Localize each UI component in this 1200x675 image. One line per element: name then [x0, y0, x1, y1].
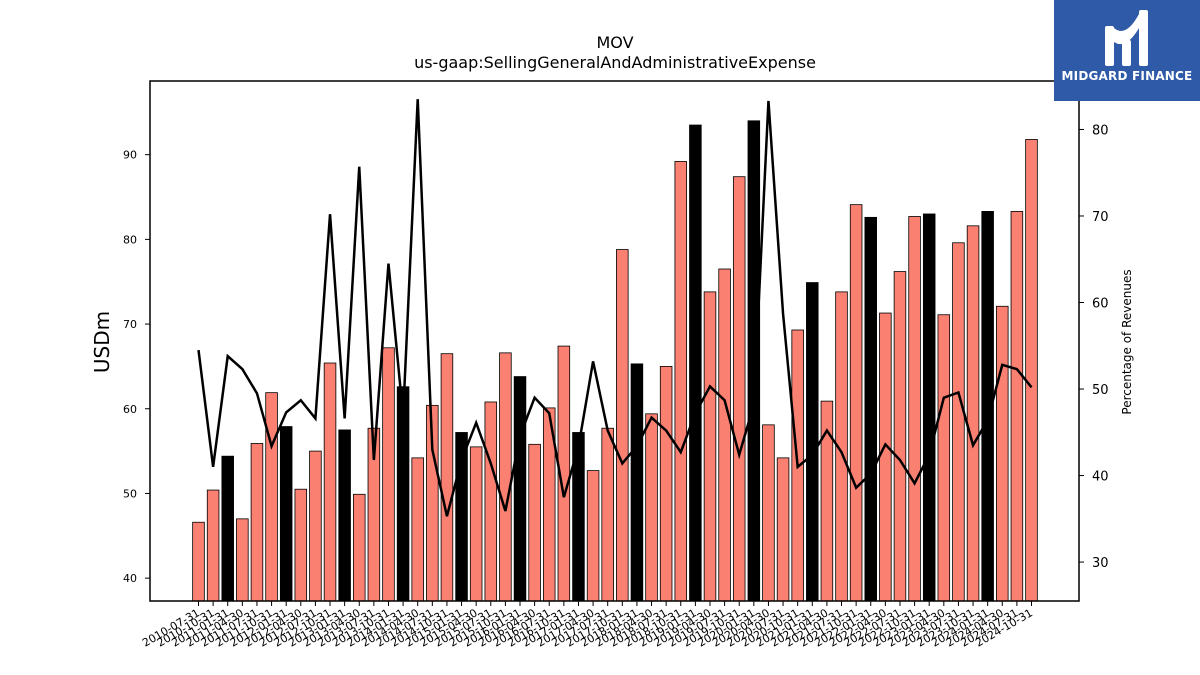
bar	[922, 213, 936, 602]
bar	[806, 282, 819, 602]
y-right-tick-label: 70	[1092, 210, 1109, 225]
bar	[616, 249, 629, 602]
x-axis: 2010-07-312010-10-312011-01-312011-04-30…	[140, 601, 1035, 650]
y-right-tick-label: 40	[1092, 470, 1109, 485]
y-tick-label: 50	[123, 487, 137, 500]
bar	[996, 305, 1009, 602]
bar	[528, 443, 541, 602]
bar	[265, 392, 278, 602]
y-right-tick-label: 50	[1092, 383, 1109, 398]
bar	[206, 489, 220, 602]
bar	[382, 347, 395, 602]
bar	[192, 521, 205, 602]
bar	[893, 271, 907, 602]
bar	[747, 120, 761, 602]
bar	[776, 457, 790, 602]
bar	[338, 429, 351, 602]
bar	[864, 216, 877, 602]
midgard-finance-logo: MIDGARD FINANCE	[1054, 0, 1200, 101]
plot-frame	[149, 80, 1080, 602]
y-axis-right: 30 40 50 60 70 80	[1079, 123, 1109, 571]
y-axis-left: 40 50 60 70 80 90	[123, 149, 150, 585]
bar	[221, 455, 234, 602]
bar	[718, 268, 731, 602]
y-tick-label: 60	[123, 403, 137, 416]
bar	[1025, 139, 1038, 602]
bar-series	[192, 120, 1038, 602]
bar	[937, 314, 951, 602]
chart-subtitle: us-gaap:SellingGeneralAndAdministrativeE…	[414, 53, 816, 72]
bar	[586, 470, 600, 602]
bar	[513, 376, 527, 602]
bar	[323, 362, 337, 602]
bar	[396, 386, 410, 602]
percentage-line	[197, 99, 1033, 517]
bar	[1010, 211, 1024, 602]
bar	[849, 204, 863, 602]
bar	[469, 446, 483, 602]
logo-text: MIDGARD FINANCE	[1061, 69, 1193, 83]
bar	[440, 353, 454, 602]
logo-mark-icon	[1105, 10, 1148, 66]
chart-title: MOV	[596, 33, 633, 52]
bar	[966, 225, 980, 602]
bar	[645, 413, 658, 602]
bar	[659, 366, 673, 602]
bar	[411, 457, 424, 602]
bar	[762, 424, 775, 602]
bar	[952, 242, 965, 602]
y-right-tick-label: 30	[1092, 556, 1109, 571]
y-right-tick-label: 60	[1092, 296, 1109, 311]
bar	[250, 443, 264, 602]
bar	[689, 124, 702, 602]
bar	[908, 216, 921, 602]
bar	[279, 426, 293, 602]
y-axis-label: USDm	[90, 311, 114, 373]
bar	[294, 488, 308, 602]
bar	[499, 352, 512, 602]
bar	[236, 518, 249, 602]
bar	[484, 401, 498, 602]
y-axis-label-right: Percentage of Revenues	[1120, 269, 1134, 414]
y-right-tick-label: 80	[1092, 123, 1109, 138]
y-tick-label: 40	[123, 572, 137, 585]
bar	[703, 291, 717, 602]
bar	[674, 161, 688, 602]
percentage-series	[197, 99, 1033, 517]
bar	[879, 312, 892, 602]
y-tick-label: 70	[123, 318, 137, 331]
bar	[732, 176, 746, 602]
y-tick-label: 80	[123, 233, 137, 246]
y-tick-label: 90	[123, 149, 137, 162]
bar	[309, 450, 322, 602]
bar	[601, 427, 614, 602]
bar	[630, 363, 644, 602]
bar	[353, 493, 366, 602]
